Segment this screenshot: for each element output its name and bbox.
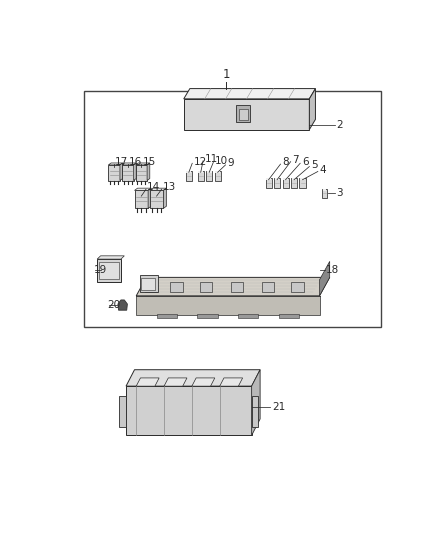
Bar (274, 177, 280, 188)
Polygon shape (251, 370, 260, 435)
Text: 17: 17 (115, 157, 128, 167)
Bar (292, 178, 297, 180)
Text: 6: 6 (302, 157, 308, 167)
Polygon shape (150, 188, 166, 190)
Text: 20: 20 (107, 300, 120, 310)
Bar (187, 171, 191, 173)
Polygon shape (118, 300, 127, 310)
Bar (145, 281, 157, 292)
Bar (279, 314, 299, 318)
Bar (122, 165, 134, 181)
Polygon shape (320, 261, 330, 296)
Bar (266, 178, 271, 180)
Polygon shape (134, 188, 151, 190)
Bar (170, 281, 183, 292)
Text: 1: 1 (223, 68, 230, 81)
Polygon shape (126, 370, 260, 386)
Bar (140, 276, 158, 292)
Bar (300, 177, 306, 188)
Polygon shape (163, 188, 166, 208)
Bar (283, 177, 289, 188)
Bar (134, 190, 148, 208)
Bar (97, 259, 121, 281)
Polygon shape (97, 256, 124, 259)
Text: 16: 16 (129, 157, 142, 167)
Bar (186, 171, 192, 181)
Bar (206, 171, 212, 181)
Polygon shape (134, 163, 136, 181)
Polygon shape (184, 88, 315, 99)
Polygon shape (220, 378, 243, 386)
Text: 3: 3 (336, 188, 343, 198)
Bar (135, 165, 147, 181)
Text: 2: 2 (336, 120, 343, 130)
Bar (231, 281, 243, 292)
Polygon shape (184, 99, 309, 130)
Polygon shape (126, 386, 251, 435)
Text: 18: 18 (326, 265, 339, 276)
Bar (156, 314, 177, 318)
Bar (291, 281, 304, 292)
Text: 7: 7 (293, 155, 299, 165)
Text: 15: 15 (142, 157, 155, 167)
Bar (275, 178, 279, 180)
Bar (265, 177, 272, 188)
Bar (239, 109, 248, 120)
Text: 19: 19 (94, 265, 107, 276)
Text: 8: 8 (282, 157, 289, 167)
Text: 9: 9 (227, 158, 234, 168)
Text: 13: 13 (162, 182, 176, 192)
Bar (237, 105, 250, 122)
Bar (150, 190, 163, 208)
Polygon shape (119, 396, 126, 427)
Bar (198, 171, 203, 173)
Bar (215, 171, 221, 181)
Text: 12: 12 (194, 157, 207, 167)
Bar (291, 177, 297, 188)
Bar (198, 171, 204, 181)
Polygon shape (135, 163, 150, 165)
Bar (200, 281, 212, 292)
Polygon shape (122, 163, 136, 165)
Bar (323, 189, 326, 191)
Bar (262, 281, 274, 292)
Bar (215, 171, 220, 173)
Bar (300, 178, 305, 180)
Polygon shape (309, 88, 315, 130)
Text: 5: 5 (311, 160, 318, 170)
Bar (322, 189, 327, 198)
Bar (207, 171, 212, 173)
Polygon shape (136, 378, 159, 386)
Bar (99, 262, 119, 279)
Bar (238, 314, 258, 318)
Bar (197, 314, 218, 318)
Bar (108, 165, 120, 181)
Polygon shape (147, 163, 150, 181)
Bar (84, 91, 381, 327)
Polygon shape (164, 378, 187, 386)
Text: 14: 14 (147, 182, 160, 192)
Bar (283, 178, 288, 180)
Text: 11: 11 (205, 154, 218, 164)
Text: 21: 21 (272, 402, 285, 411)
Polygon shape (251, 396, 258, 427)
Bar (141, 278, 155, 290)
Text: 4: 4 (320, 165, 326, 175)
Polygon shape (136, 296, 320, 314)
Polygon shape (192, 378, 215, 386)
Polygon shape (120, 163, 123, 181)
Polygon shape (108, 163, 123, 165)
Text: 10: 10 (215, 156, 228, 166)
Polygon shape (148, 188, 151, 208)
Polygon shape (136, 277, 330, 296)
